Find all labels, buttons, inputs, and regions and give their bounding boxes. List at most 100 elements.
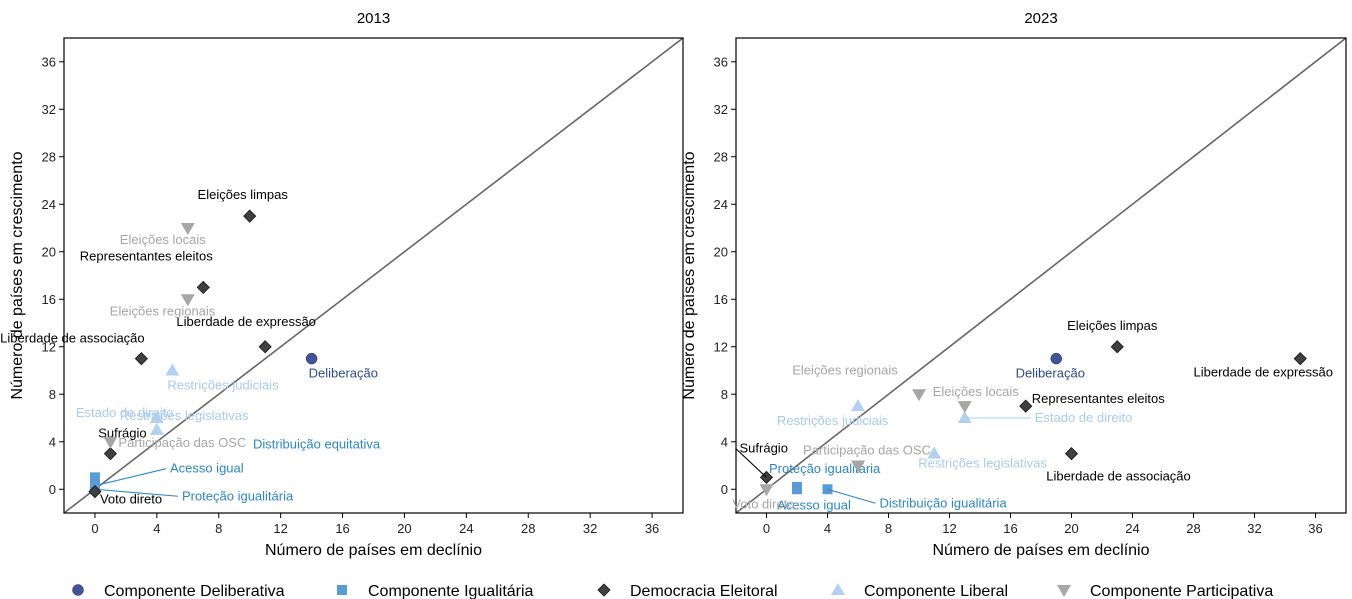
diagonal-line — [735, 37, 1347, 514]
data-point — [1064, 447, 1079, 461]
x-tick-label: 28 — [521, 521, 535, 536]
data-label: Deliberação — [309, 366, 378, 381]
x-tick-label: 12 — [273, 521, 287, 536]
data-point — [180, 294, 195, 307]
data-point — [149, 411, 164, 423]
label-leader-line — [94, 468, 167, 487]
label-leader-line — [94, 488, 178, 497]
legend-marker — [831, 583, 845, 595]
data-label: Acesso igual — [777, 497, 851, 512]
x-tick-label: 4 — [824, 521, 831, 536]
data-point — [88, 485, 102, 499]
x-tick-label: 0 — [91, 521, 98, 536]
data-label: Participação das OSC — [803, 443, 931, 458]
data-label: Voto direto — [100, 492, 162, 507]
x-tick-label: 0 — [763, 521, 770, 536]
legend-label: Componente Deliberativa — [104, 583, 285, 599]
y-tick-label: 20 — [714, 244, 728, 259]
data-label: Distribuição igualitária — [880, 495, 1008, 510]
data-label: Voto direto — [732, 496, 794, 511]
legend-marker — [337, 585, 347, 595]
data-point — [103, 447, 117, 461]
y-tick-label: 8 — [721, 387, 728, 402]
data-label: Eleições regionais — [792, 362, 898, 377]
data-label: Eleições locais — [933, 384, 1019, 399]
legend-label: Componente Participativa — [1090, 583, 1273, 599]
panel-2023: 2023 0 4 8 12 16 20 24 28 32 36 0 4 8 12 16 20 24 28 32 36 Nú… — [681, 10, 1347, 559]
y-axis-label: Número de países em crescimento — [681, 151, 698, 399]
label-leader-line — [827, 488, 876, 504]
y-tick-label: 12 — [42, 339, 56, 354]
data-label: Deliberação — [1016, 366, 1085, 381]
data-label: Eleições regionais — [110, 303, 216, 318]
x-axis-label: Número de países em declínio — [265, 542, 482, 559]
y-tick-label: 28 — [714, 149, 728, 164]
y-tick-label: 36 — [714, 54, 728, 69]
y-tick-label: 0 — [49, 482, 56, 497]
data-label: Representantes eleitos — [80, 248, 213, 263]
data-point — [912, 389, 926, 402]
data-label: Restrições judiciais — [167, 378, 279, 393]
legend-label: Democracia Eleitoral — [630, 583, 778, 599]
x-tick-label: 36 — [1308, 521, 1322, 536]
x-tick-label: 4 — [153, 521, 160, 536]
data-point — [1293, 352, 1307, 366]
data-point — [243, 209, 257, 223]
data-label: Liberdade de expressão — [1194, 365, 1334, 380]
x-tick-label: 32 — [1247, 521, 1261, 536]
data-label: Eleições locais — [120, 232, 206, 247]
x-tick-label: 32 — [583, 521, 597, 536]
legend-label: Componente Liberal — [864, 583, 1008, 599]
y-tick-label: 32 — [42, 102, 56, 117]
data-label: Participação das OSC — [118, 435, 246, 450]
legend: Componente Deliberativa Componente Iguali… — [72, 583, 1273, 599]
x-tick-label: 16 — [335, 521, 349, 536]
data-point — [180, 223, 195, 235]
legend-label: Componente Igualitária — [368, 583, 534, 599]
x-tick-label: 16 — [1003, 521, 1017, 536]
data-label: Sufrágio — [740, 440, 788, 455]
data-point — [927, 446, 942, 459]
data-point — [305, 352, 318, 365]
y-tick-label: 24 — [42, 197, 56, 212]
data-point — [957, 411, 972, 423]
chart-title: 2013 — [357, 10, 390, 27]
legend-marker — [72, 584, 84, 596]
data-point — [851, 399, 865, 412]
data-point — [957, 401, 972, 414]
data-point — [1019, 399, 1033, 413]
data-label: Estado de direito — [76, 405, 174, 420]
chart-title: 2023 — [1024, 10, 1057, 27]
data-point — [196, 280, 210, 294]
data-label: Proteção igualitária — [769, 461, 881, 476]
data-point — [1050, 352, 1062, 365]
data-point — [149, 422, 164, 435]
legend-marker — [597, 583, 611, 597]
data-point — [165, 363, 180, 376]
x-tick-label: 20 — [1064, 521, 1078, 536]
x-tick-label: 24 — [459, 521, 473, 536]
data-point — [89, 472, 100, 483]
diagonal-line — [63, 37, 684, 514]
y-axis-label: Número de países em crescimento — [9, 151, 26, 399]
y-tick-label: 4 — [721, 434, 728, 449]
y-tick-label: 28 — [42, 149, 56, 164]
data-label: Restrições legislativas — [120, 408, 249, 423]
y-tick-label: 0 — [721, 482, 728, 497]
plot-frame — [735, 37, 1347, 514]
x-axis-label: Número de países em declínio — [933, 542, 1150, 559]
data-label: Liberdade de associação — [0, 331, 145, 346]
data-label: Liberdade de expressão — [176, 314, 316, 329]
x-tick-label: 8 — [885, 521, 892, 536]
data-label: Representantes eleitos — [1032, 391, 1165, 406]
x-tick-label: 20 — [397, 521, 411, 536]
data-label: Proteção igualitária — [182, 488, 294, 503]
data-label: Acesso igual — [170, 461, 244, 476]
y-tick-label: 12 — [714, 339, 728, 354]
data-label: Restrições judiciais — [777, 413, 889, 428]
x-tick-label: 36 — [645, 521, 659, 536]
y-tick-label: 20 — [42, 244, 56, 259]
data-label: Liberdade de associação — [1046, 469, 1191, 484]
data-label: Restrições legislativas — [918, 456, 1047, 471]
plot-frame — [63, 37, 684, 514]
